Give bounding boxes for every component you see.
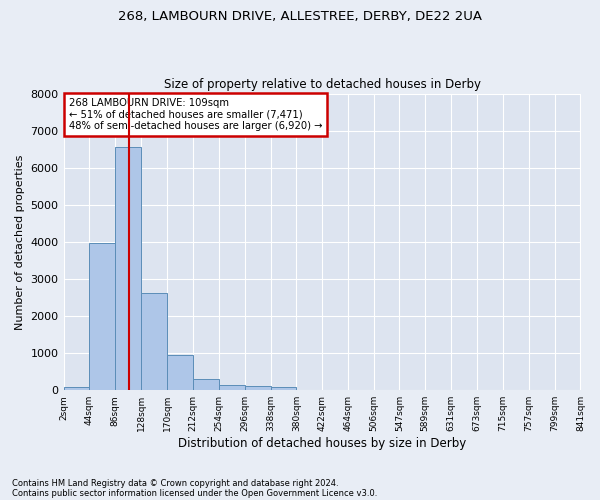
Bar — [219, 386, 245, 390]
Text: Contains public sector information licensed under the Open Government Licence v3: Contains public sector information licen… — [12, 488, 377, 498]
X-axis label: Distribution of detached houses by size in Derby: Distribution of detached houses by size … — [178, 437, 466, 450]
Bar — [167, 355, 193, 390]
Text: 268 LAMBOURN DRIVE: 109sqm
← 51% of detached houses are smaller (7,471)
48% of s: 268 LAMBOURN DRIVE: 109sqm ← 51% of deta… — [69, 98, 322, 131]
Bar — [141, 293, 167, 390]
Bar — [245, 386, 271, 390]
Title: Size of property relative to detached houses in Derby: Size of property relative to detached ho… — [164, 78, 481, 91]
Bar — [193, 378, 219, 390]
Y-axis label: Number of detached properties: Number of detached properties — [15, 154, 25, 330]
Bar — [89, 242, 115, 390]
Text: 268, LAMBOURN DRIVE, ALLESTREE, DERBY, DE22 2UA: 268, LAMBOURN DRIVE, ALLESTREE, DERBY, D… — [118, 10, 482, 23]
Text: Contains HM Land Registry data © Crown copyright and database right 2024.: Contains HM Land Registry data © Crown c… — [12, 478, 338, 488]
Bar — [64, 387, 89, 390]
Bar — [271, 387, 296, 390]
Bar — [115, 148, 141, 390]
